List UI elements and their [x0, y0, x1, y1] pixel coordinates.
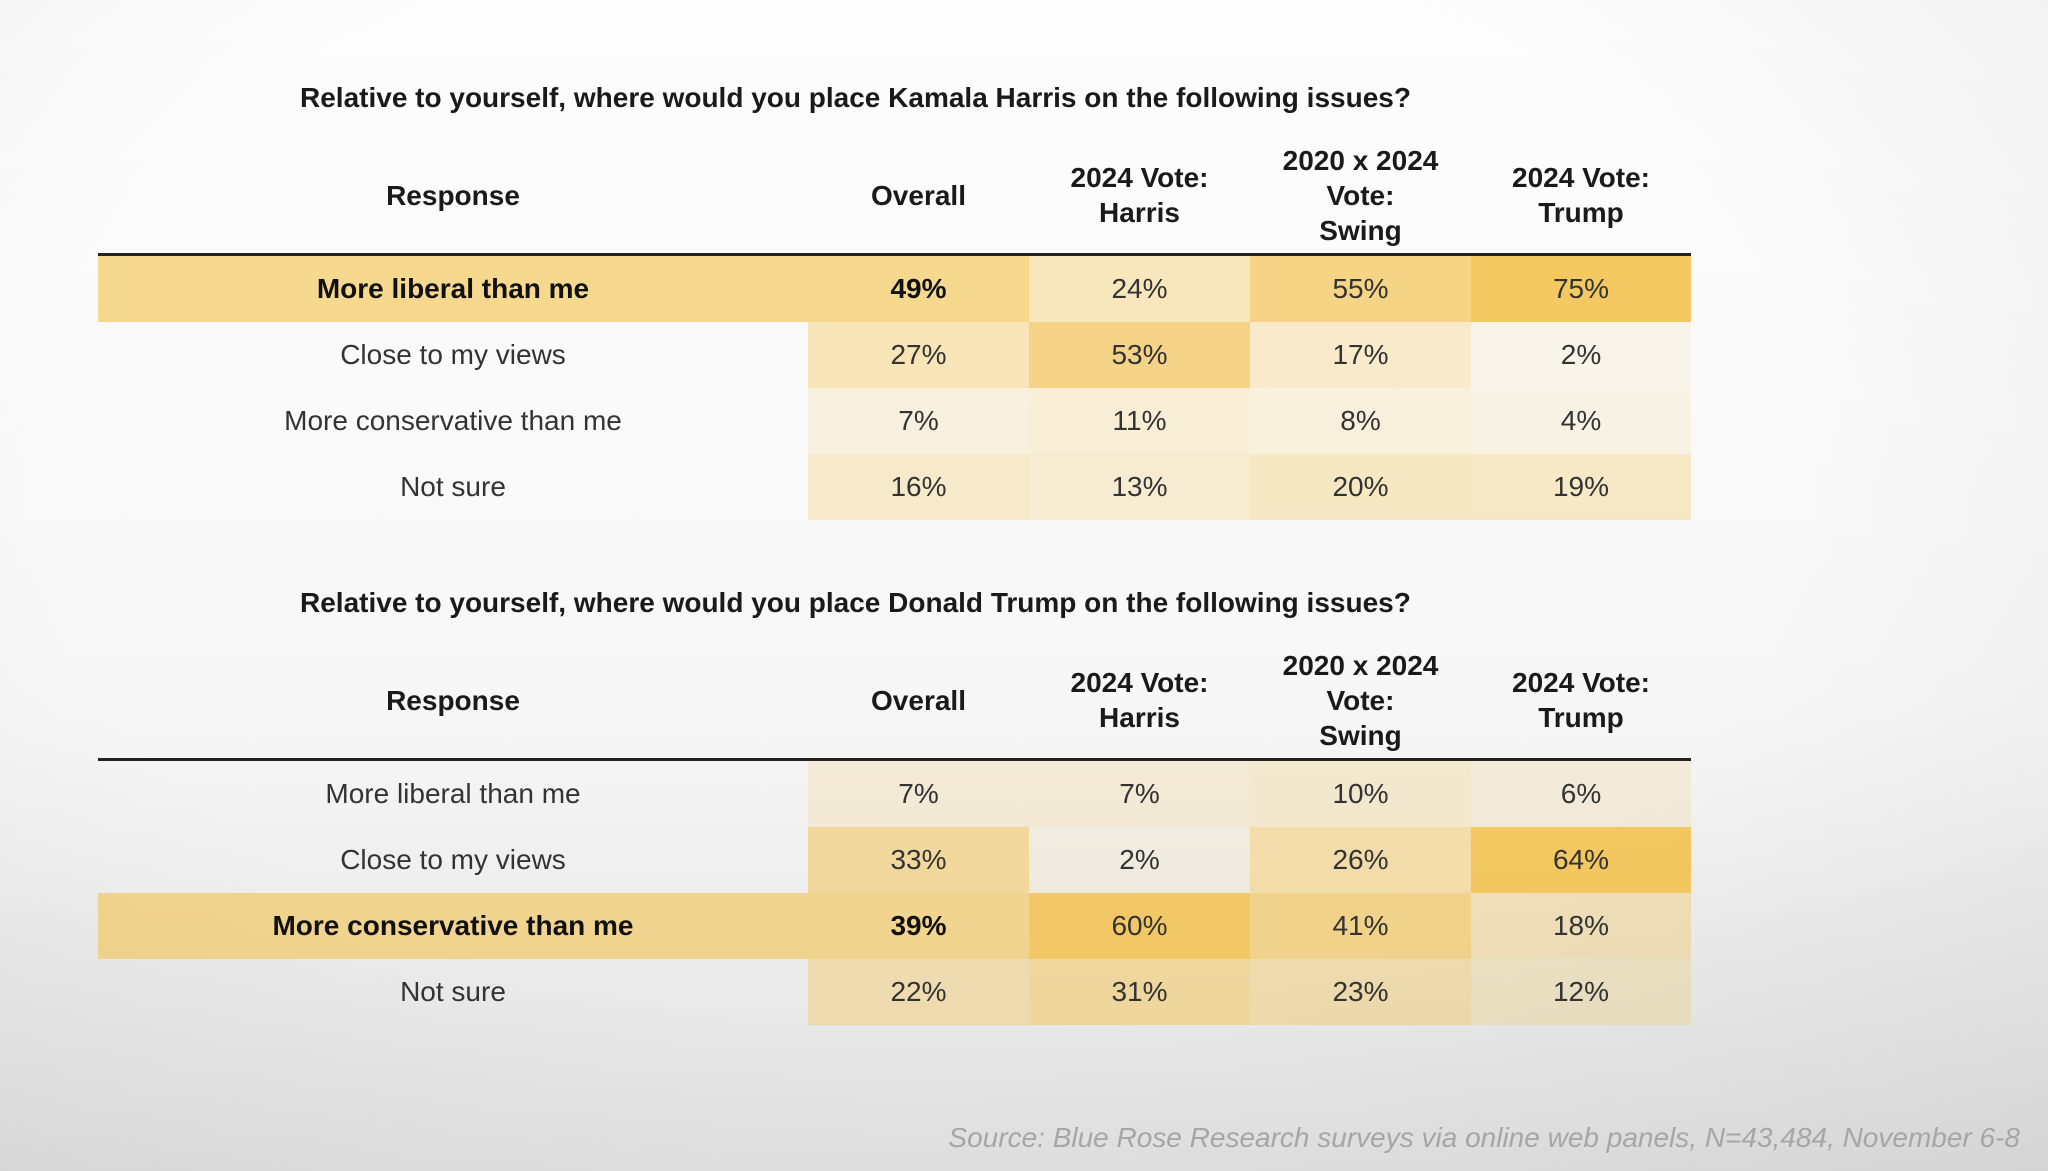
row-label: More conservative than me: [284, 405, 622, 436]
trump-table-title: Relative to yourself, where would you pl…: [300, 587, 1411, 618]
data-cell: 6%: [1471, 761, 1691, 827]
table-row: More liberal than me 7% 7% 10% 6%: [98, 761, 1691, 827]
data-cell: 75%: [1471, 256, 1691, 322]
column-header: 2024 Vote: Trump: [1512, 667, 1650, 733]
data-cell: 24%: [1029, 256, 1250, 322]
data-cell: 26%: [1250, 827, 1471, 893]
table-row: Not sure 22% 31% 23% 12%: [98, 959, 1691, 1025]
table-row: More conservative than me 7% 11% 8% 4%: [98, 388, 1691, 454]
harris-table: Response Overall 2024 Vote: Harris 2020 x 20…: [98, 137, 1691, 520]
data-cell: 60%: [1029, 893, 1250, 959]
harris-table-title: Relative to yourself, where would you pl…: [300, 82, 1411, 113]
data-cell: 12%: [1471, 959, 1691, 1025]
data-cell: 31%: [1029, 959, 1250, 1025]
table-row: More conservative than me 39% 60% 41% 18%: [98, 893, 1691, 959]
data-cell: 23%: [1250, 959, 1471, 1025]
data-cell: 64%: [1471, 827, 1691, 893]
data-cell: 33%: [808, 827, 1029, 893]
data-cell: 7%: [1029, 761, 1250, 827]
table-header: Response Overall 2024 Vote: Harris 2020 x 20…: [98, 137, 1691, 256]
data-cell: 20%: [1250, 454, 1471, 520]
row-label: More liberal than me: [325, 778, 581, 809]
data-cell: 10%: [1250, 761, 1471, 827]
row-label: More liberal than me: [98, 256, 808, 322]
data-cell: 11%: [1029, 388, 1250, 454]
row-label: Not sure: [400, 471, 506, 502]
data-cell: 53%: [1029, 322, 1250, 388]
data-cell: 16%: [808, 454, 1029, 520]
column-header: 2020 x 2024 Vote: Swing: [1282, 649, 1439, 751]
data-cell: 19%: [1471, 454, 1691, 520]
data-cell: 55%: [1250, 256, 1471, 322]
row-label: More conservative than me: [98, 893, 808, 959]
column-header: 2020 x 2024 Vote: Swing: [1282, 144, 1439, 246]
table-header: Response Overall 2024 Vote: Harris 2020 x 20…: [98, 642, 1691, 761]
row-label: Not sure: [400, 976, 506, 1007]
data-cell: 2%: [1471, 322, 1691, 388]
row-label: Close to my views: [340, 844, 566, 875]
data-cell: 22%: [808, 959, 1029, 1025]
data-cell: 39%: [808, 893, 1029, 959]
column-header: 2024 Vote: Harris: [1070, 162, 1209, 228]
data-cell: 18%: [1471, 893, 1691, 959]
data-cell: 41%: [1250, 893, 1471, 959]
column-header: 2024 Vote: Harris: [1070, 667, 1209, 733]
table-row: Close to my views 27% 53% 17% 2%: [98, 322, 1691, 388]
column-header: Response: [386, 179, 520, 211]
column-header: Overall: [871, 179, 966, 211]
trump-table: Response Overall 2024 Vote: Harris 2020 x 20…: [98, 642, 1691, 1025]
column-header: Response: [386, 684, 520, 716]
table-row: Close to my views 33% 2% 26% 64%: [98, 827, 1691, 893]
data-cell: 7%: [808, 761, 1029, 827]
data-cell: 8%: [1250, 388, 1471, 454]
row-label: Close to my views: [340, 339, 566, 370]
data-cell: 4%: [1471, 388, 1691, 454]
table-row: More liberal than me 49% 24% 55% 75%: [98, 256, 1691, 322]
data-cell: 7%: [808, 388, 1029, 454]
table-row: Not sure 16% 13% 20% 19%: [98, 454, 1691, 520]
data-cell: 27%: [808, 322, 1029, 388]
column-header: Overall: [871, 684, 966, 716]
data-cell: 17%: [1250, 322, 1471, 388]
data-cell: 49%: [808, 256, 1029, 322]
data-cell: 2%: [1029, 827, 1250, 893]
data-cell: 13%: [1029, 454, 1250, 520]
source-note: Source: Blue Rose Research surveys via o…: [948, 1122, 2020, 1153]
column-header: 2024 Vote: Trump: [1512, 162, 1650, 228]
